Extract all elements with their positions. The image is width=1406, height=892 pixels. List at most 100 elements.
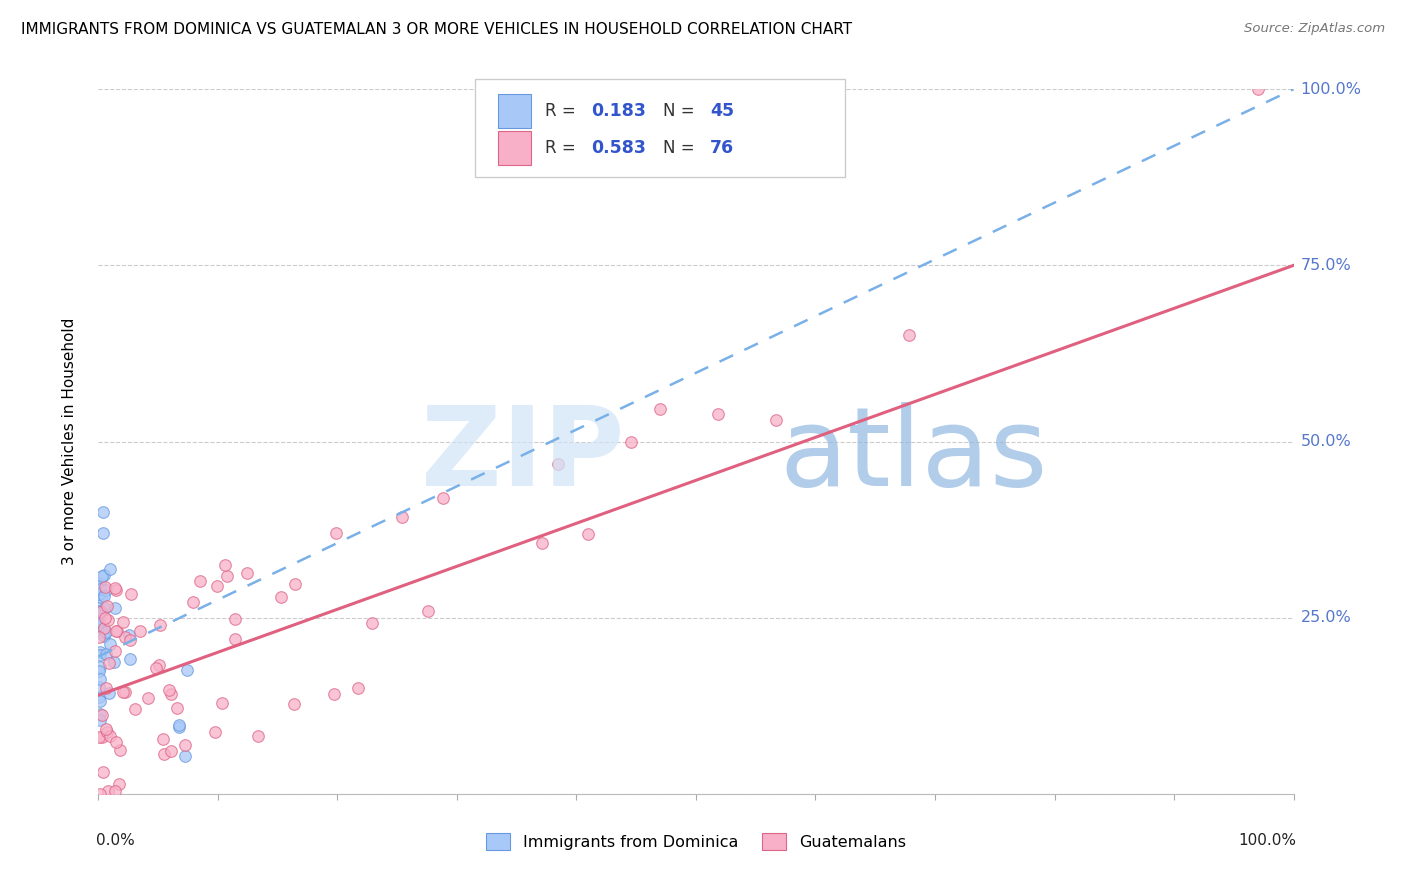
Text: 45: 45 (710, 102, 734, 120)
Text: Source: ZipAtlas.com: Source: ZipAtlas.com (1244, 22, 1385, 36)
Point (432, 491, 454, 505)
Point (93, 589, 115, 603)
Point (118, 632, 141, 647)
Point (89, 604, 111, 618)
Point (118, 628, 141, 642)
Point (283, 698, 305, 712)
Point (89, 620, 111, 634)
Text: 100.0%: 100.0% (1237, 832, 1296, 847)
Point (93, 629, 115, 643)
Point (224, 632, 246, 646)
Point (391, 509, 413, 524)
Point (120, 652, 142, 666)
Point (87, 578, 110, 592)
Point (87, 664, 110, 678)
Point (284, 577, 307, 591)
Point (87, 614, 110, 628)
Point (620, 434, 643, 449)
Point (124, 702, 146, 716)
Point (530, 536, 553, 550)
Point (416, 605, 439, 619)
Point (898, 327, 921, 342)
Point (108, 743, 131, 757)
Point (111, 684, 134, 698)
Point (167, 718, 190, 732)
Point (104, 582, 127, 596)
Point (100, 637, 122, 651)
Text: 76: 76 (710, 139, 734, 157)
Point (90, 569, 112, 583)
Point (105, 624, 128, 638)
Point (108, 777, 131, 791)
Point (152, 732, 174, 747)
Point (89, 690, 111, 704)
Point (89, 707, 111, 722)
Point (173, 749, 195, 764)
Point (270, 590, 292, 604)
Point (89, 659, 111, 673)
Point (104, 783, 127, 797)
Text: 0.183: 0.183 (591, 102, 645, 120)
Point (104, 644, 127, 658)
Point (89, 645, 111, 659)
Point (157, 682, 180, 697)
Point (176, 663, 198, 677)
Point (347, 681, 370, 695)
Point (97, 784, 120, 798)
Point (89, 787, 111, 801)
Point (91, 730, 114, 744)
Point (361, 615, 384, 630)
Point (323, 687, 346, 701)
Point (145, 661, 167, 675)
Point (89, 618, 111, 632)
Point (204, 725, 226, 739)
Text: 0.583: 0.583 (591, 139, 645, 157)
Point (111, 615, 134, 629)
Point (211, 696, 233, 710)
Point (90, 590, 112, 604)
Text: ZIP: ZIP (420, 402, 624, 509)
Point (90, 708, 112, 723)
Point (97, 613, 120, 627)
Y-axis label: 3 or more Vehicles in Household: 3 or more Vehicles in Household (62, 318, 77, 566)
Text: 0.0%: 0.0% (96, 832, 135, 847)
Point (149, 618, 172, 632)
Point (173, 739, 195, 753)
Point (152, 747, 174, 761)
Point (325, 525, 347, 540)
Point (765, 413, 787, 427)
Point (94, 625, 117, 640)
Point (91, 526, 114, 541)
Point (246, 729, 269, 743)
Point (148, 658, 170, 673)
Point (91, 764, 114, 779)
Point (87, 618, 110, 632)
Point (104, 583, 127, 598)
Text: 50.0%: 50.0% (1301, 434, 1351, 449)
Text: 25.0%: 25.0% (1301, 610, 1351, 625)
Text: atlas: atlas (779, 402, 1047, 509)
Point (166, 701, 188, 715)
Point (94, 610, 117, 624)
Text: 75.0%: 75.0% (1301, 258, 1351, 273)
Point (89, 648, 111, 663)
Point (90, 604, 112, 618)
Point (1247, 82, 1270, 96)
Point (94, 681, 117, 696)
Point (89, 575, 111, 590)
Point (89, 673, 111, 687)
Point (93, 621, 115, 635)
Point (93, 568, 115, 582)
Point (87, 615, 110, 629)
Point (89, 582, 111, 596)
Point (94, 583, 117, 598)
Point (576, 527, 599, 541)
Point (89, 630, 111, 644)
Point (89, 730, 111, 744)
Point (104, 624, 127, 638)
Legend: Immigrants from Dominica, Guatemalans: Immigrants from Dominica, Guatemalans (479, 827, 912, 856)
Point (89, 694, 111, 708)
Point (94, 647, 117, 661)
Text: N =: N = (662, 102, 699, 120)
Point (190, 574, 212, 589)
